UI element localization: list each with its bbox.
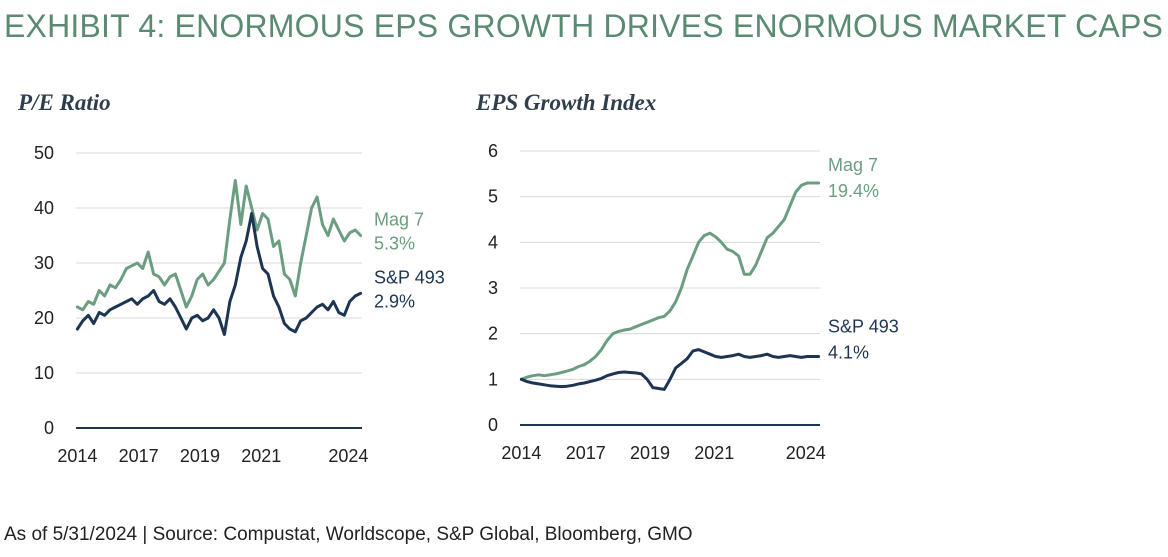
y-tick-label: 2 bbox=[488, 324, 498, 344]
y-tick-label: 0 bbox=[488, 415, 498, 435]
x-tick-label: 2021 bbox=[694, 443, 734, 463]
y-tick-label: 6 bbox=[488, 141, 498, 161]
source-footnote: As of 5/31/2024 | Source: Compustat, Wor… bbox=[4, 524, 693, 545]
chart-title: EPS Growth Index bbox=[475, 90, 656, 115]
y-tick-label: 4 bbox=[488, 232, 498, 252]
x-tick-label: 2024 bbox=[328, 446, 368, 466]
series-growth-label: 5.3% bbox=[374, 234, 415, 254]
series-growth-label: 2.9% bbox=[374, 291, 415, 311]
series-line-mag-7 bbox=[75, 179, 363, 312]
x-tick-label: 2024 bbox=[786, 443, 826, 463]
y-tick-label: 40 bbox=[34, 198, 54, 218]
eps-growth-index-chart-svg: EPS Growth Index 0 1 2 3 4 5 6 2014 2017 2019 2021 2… bbox=[475, 90, 899, 463]
chart-title: P/E Ratio bbox=[17, 90, 111, 115]
series-name-label: Mag 7 bbox=[374, 210, 424, 230]
y-tick-label: 5 bbox=[488, 187, 498, 207]
series-line-sp-493 bbox=[519, 348, 821, 391]
series-line-mag-7 bbox=[519, 181, 821, 381]
x-tick-label: 2014 bbox=[501, 443, 541, 463]
series-growth-label: 19.4% bbox=[828, 181, 879, 201]
pe-ratio-chart: P/E Ratio 0 10 20 30 40 50 2014 2017 2019 2021 2024… bbox=[0, 80, 470, 480]
x-tick-label: 2017 bbox=[566, 443, 606, 463]
y-tick-label: 20 bbox=[34, 308, 54, 328]
x-tick-label: 2014 bbox=[57, 446, 97, 466]
eps-growth-index-chart: EPS Growth Index 0 1 2 3 4 5 6 2014 2017 2019 2021 2… bbox=[470, 80, 940, 480]
series-name-label: Mag 7 bbox=[828, 155, 878, 175]
y-tick-label: 30 bbox=[34, 253, 54, 273]
x-tick-label: 2017 bbox=[119, 446, 159, 466]
series-line-sp-493 bbox=[75, 212, 363, 336]
y-tick-label: 0 bbox=[44, 418, 54, 438]
x-tick-label: 2019 bbox=[180, 446, 220, 466]
y-tick-label: 1 bbox=[488, 369, 498, 389]
series-name-label: S&P 493 bbox=[828, 317, 899, 337]
y-tick-label: 3 bbox=[488, 278, 498, 298]
x-tick-label: 2021 bbox=[241, 446, 281, 466]
exhibit-title: EXHIBIT 4: ENORMOUS EPS GROWTH DRIVES EN… bbox=[4, 8, 1164, 44]
y-tick-label: 10 bbox=[34, 363, 54, 383]
y-tick-label: 50 bbox=[34, 143, 54, 163]
series-name-label: S&P 493 bbox=[374, 267, 445, 287]
series-growth-label: 4.1% bbox=[828, 343, 869, 363]
x-tick-label: 2019 bbox=[630, 443, 670, 463]
pe-ratio-chart-svg: P/E Ratio 0 10 20 30 40 50 2014 2017 2019 2021 2024… bbox=[17, 90, 445, 466]
